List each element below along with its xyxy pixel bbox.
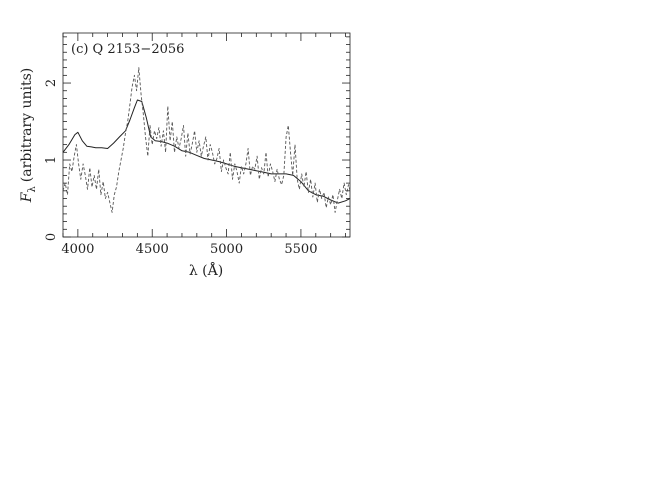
y-axis-title: Fλ (arbitrary units) [19, 68, 38, 204]
y-axis-units: (arbitrary units) [19, 68, 35, 182]
x-tick-label: 5500 [284, 242, 317, 257]
series-layer [62, 67, 351, 213]
y-axis-subscript: λ [27, 186, 38, 193]
x-tick-label: 4500 [136, 242, 169, 257]
x-tick-label: 4000 [61, 242, 94, 257]
y-axis-symbol: F [19, 191, 35, 203]
y-tick-label: 1 [44, 156, 59, 164]
plot-frame [62, 32, 351, 238]
y-tick-label: 0 [44, 233, 59, 241]
series-line-solid [62, 99, 351, 204]
panel-label: (c) Q 2153−2056 [71, 42, 184, 57]
x-axis-title: λ (Å) [189, 261, 223, 279]
tick-layer: 4000 4500 5000 5500 0 1 2 [44, 33, 350, 257]
series-line-dashed [62, 67, 351, 213]
y-tick-label: 2 [44, 79, 59, 87]
x-tick-label: 5000 [210, 242, 243, 257]
